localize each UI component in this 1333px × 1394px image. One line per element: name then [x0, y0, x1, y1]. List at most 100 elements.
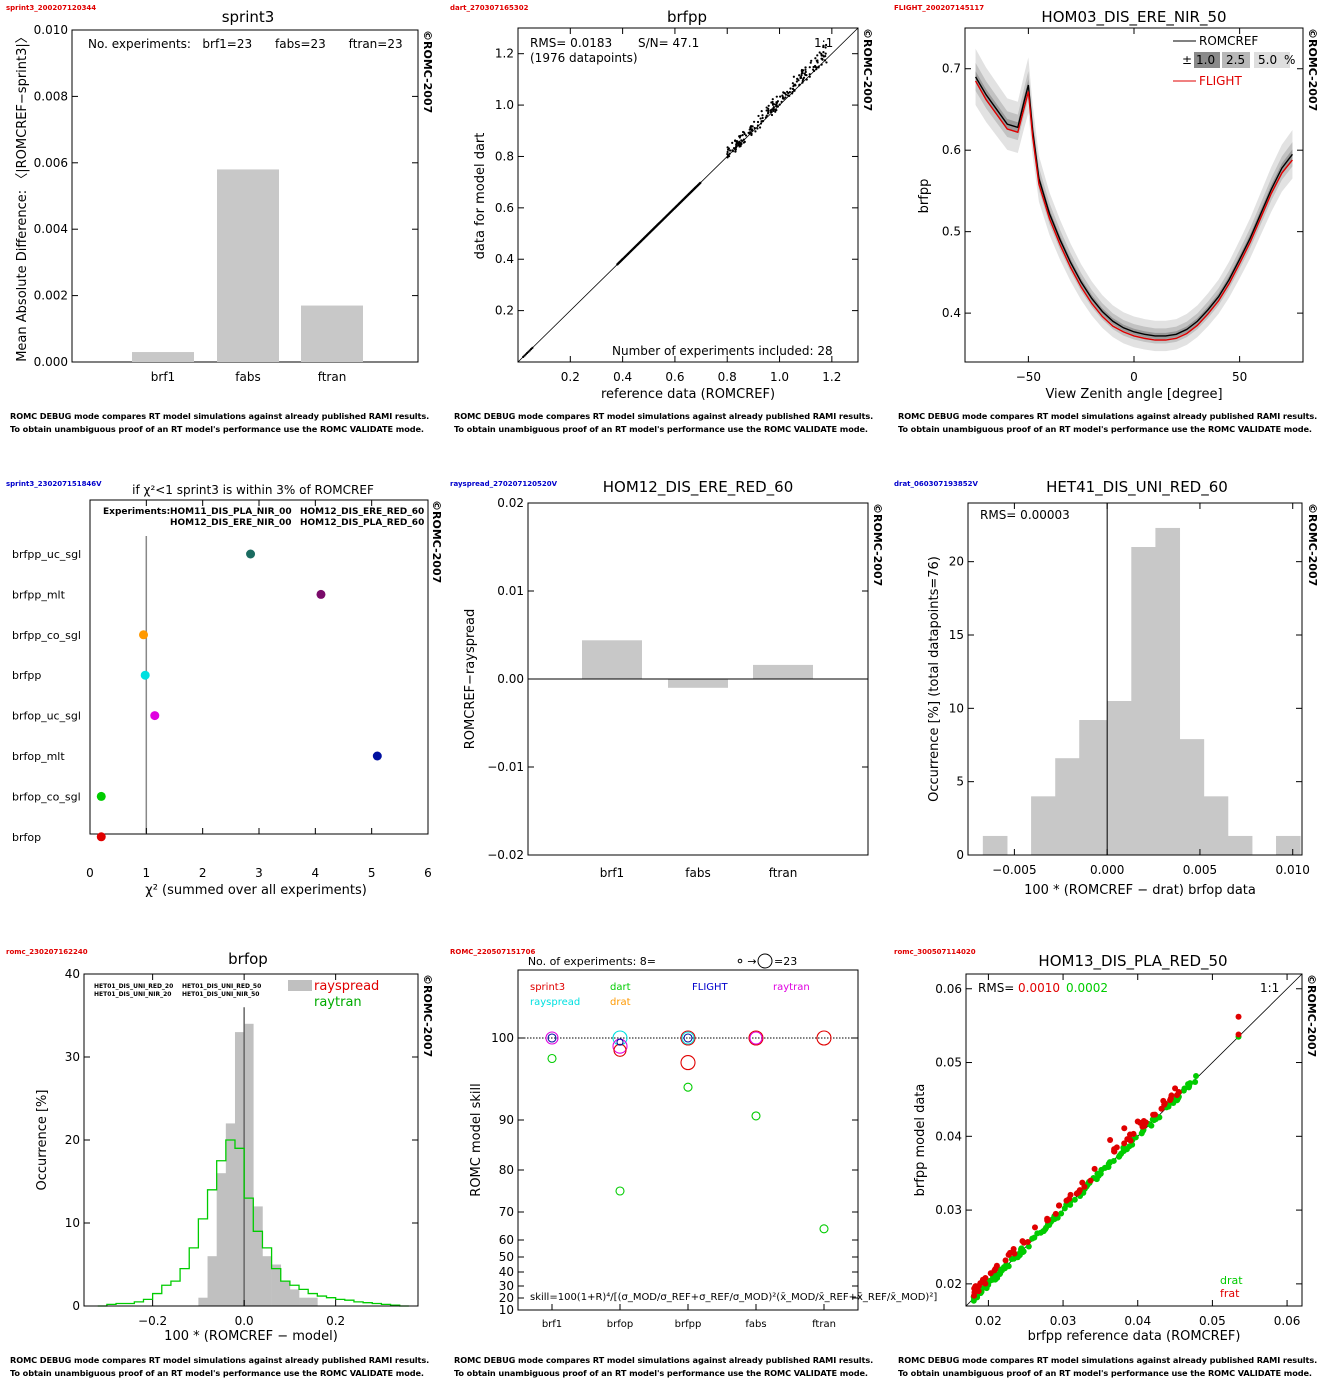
drat-point — [1192, 1078, 1199, 1085]
panel-brfop-histogram: romc_230207162240 brfop −0.2 0.0 0.2 0 10 20 3… — [0, 944, 444, 1394]
frat-point — [1235, 1031, 1242, 1038]
chart-tag: rayspread_270207120520V — [450, 480, 557, 488]
data-point — [752, 120, 756, 123]
frat-point — [1134, 1118, 1141, 1125]
skill-point-brfop — [615, 1186, 625, 1196]
frat-point — [1172, 1085, 1179, 1092]
category-label: brfop_co_sgl — [12, 790, 81, 803]
data-point — [732, 147, 736, 150]
y-tick-label: 30 — [65, 1050, 80, 1064]
data-point — [786, 94, 789, 97]
data-point — [788, 91, 791, 94]
drat-point — [1042, 1226, 1049, 1233]
chart-title: HOM13_DIS_PLA_RED_50 — [1038, 952, 1227, 971]
y-axis-label: ROMCREF−rayspread — [463, 609, 478, 749]
data-point — [759, 122, 763, 125]
panel-drat-het41: drat_060307193852V HET41_DIS_UNI_RED_60 … — [888, 476, 1332, 926]
panel-sprint3-chi2: sprint3_230207151846V if χ²<1 sprint3 is… — [0, 476, 444, 926]
frat-point — [1167, 1097, 1174, 1104]
plot-frame — [517, 27, 859, 363]
rayspread-bar — [280, 1281, 291, 1306]
disclaimer: ROMC DEBUG mode compares RT model simula… — [898, 1354, 1328, 1380]
model-label-flight: FLIGHT — [692, 982, 729, 993]
x-tick-ftran: ftran — [318, 370, 347, 384]
watermark: ©ROMC-2007 — [1305, 974, 1318, 1057]
y-tick-label: 5 — [956, 775, 964, 789]
histogram-bar — [1227, 835, 1253, 855]
y-tick-label: −0.01 — [487, 760, 524, 774]
skill-point-brfpp — [683, 1082, 693, 1092]
disclaimer-line-1: ROMC DEBUG mode compares RT model simula… — [898, 1355, 1318, 1365]
data-point — [818, 51, 821, 54]
data-point — [801, 71, 804, 75]
data-point — [726, 152, 729, 156]
data-point — [784, 96, 787, 99]
data-point — [809, 61, 812, 64]
x-tick-label: 0 — [86, 866, 94, 880]
data-point — [798, 84, 801, 87]
data-point — [735, 143, 738, 146]
chart-skill-scatter: No. of experiments: 8= → =23 sprint3 dar… — [469, 953, 937, 1330]
experiment-4: HOM12_DIS_PLA_RED_60 — [300, 518, 424, 528]
data-point — [761, 114, 764, 117]
data-point — [772, 109, 775, 113]
frat-point — [1141, 1122, 1148, 1129]
data-point — [735, 139, 739, 143]
watermark: ©ROMC-2007 — [871, 503, 884, 586]
histogram-plot — [97, 1007, 409, 1307]
watermark: ©ROMC-2007 — [861, 28, 874, 111]
bar-brf1 — [582, 640, 642, 679]
data-point — [758, 126, 762, 129]
experiment-2: HET01_DIS_UNI_RED_50 — [182, 983, 261, 990]
data-point — [740, 139, 744, 142]
data-point — [742, 138, 745, 141]
y-ticks: 0.000 0.002 0.004 0.006 0.008 0.010 — [34, 23, 418, 369]
frat-point — [1005, 1251, 1012, 1258]
legend-band-2: 2.5 — [1226, 53, 1245, 67]
frat-point — [1079, 1179, 1086, 1186]
legend-drat: drat — [1220, 1274, 1243, 1287]
panel-dart-brfpp: dart_270307165302 brfpp 0.2 0.4 0.6 0.8 1.0 1… — [444, 0, 888, 450]
watermark: ©ROMC-2007 — [1306, 28, 1319, 111]
data-point — [799, 76, 803, 79]
chart-title: HET41_DIS_UNI_RED_60 — [1046, 478, 1228, 497]
y-tick-label: 0.2 — [495, 304, 514, 318]
frat-point — [1161, 1100, 1168, 1107]
chart-hom13-scatter: HOM13_DIS_PLA_RED_50 0.02 0.03 0.04 0.05 0.0… — [913, 952, 1318, 1344]
disclaimer-line-2: To obtain unambiguous proof of an RT mod… — [898, 1368, 1312, 1378]
data-point — [825, 61, 828, 64]
y-tick-label: 0.000 — [34, 355, 68, 369]
data-point — [743, 132, 746, 136]
data-point — [760, 120, 763, 123]
y-tick-label: 0.006 — [34, 156, 68, 170]
drat-point — [996, 1271, 1003, 1278]
drat-point — [1101, 1164, 1108, 1171]
x-tick-label: 2 — [199, 866, 207, 880]
x-tick-label: −50 — [1016, 370, 1041, 384]
uncertainty-band — [975, 48, 1293, 352]
skill-point-brf1 — [547, 1053, 557, 1064]
x-axis-label: brfpp reference data (ROMCREF) — [1028, 1329, 1241, 1344]
frat-point — [1024, 1239, 1031, 1246]
rayspread-bar — [234, 1032, 245, 1306]
y-tick-label: 10 — [65, 1216, 80, 1230]
x-tick-label: −0.005 — [992, 863, 1036, 877]
bar-fabs — [668, 679, 728, 688]
data-point — [749, 125, 753, 128]
frat-point — [987, 1270, 994, 1277]
disclaimer-line-2: To obtain unambiguous proof of an RT mod… — [898, 424, 1312, 434]
skill-point-brf1 — [545, 1031, 559, 1045]
data-point — [800, 73, 803, 77]
chart-rayspread-bars: HOM12_DIS_ERE_RED_60 −0.02 −0.01 0.00 0.01 0… — [463, 478, 884, 880]
drat-point — [986, 1277, 993, 1284]
histogram-bar — [1131, 547, 1156, 855]
data-points — [970, 1013, 1242, 1304]
plot-frame — [517, 969, 859, 1311]
x-tick-label: brfop — [607, 1319, 633, 1330]
bar-group — [132, 169, 363, 362]
data-point — [802, 69, 805, 72]
data-point — [792, 75, 795, 78]
drat-point — [1051, 1216, 1058, 1223]
data-point — [754, 130, 757, 133]
histogram-bar — [1276, 835, 1301, 855]
